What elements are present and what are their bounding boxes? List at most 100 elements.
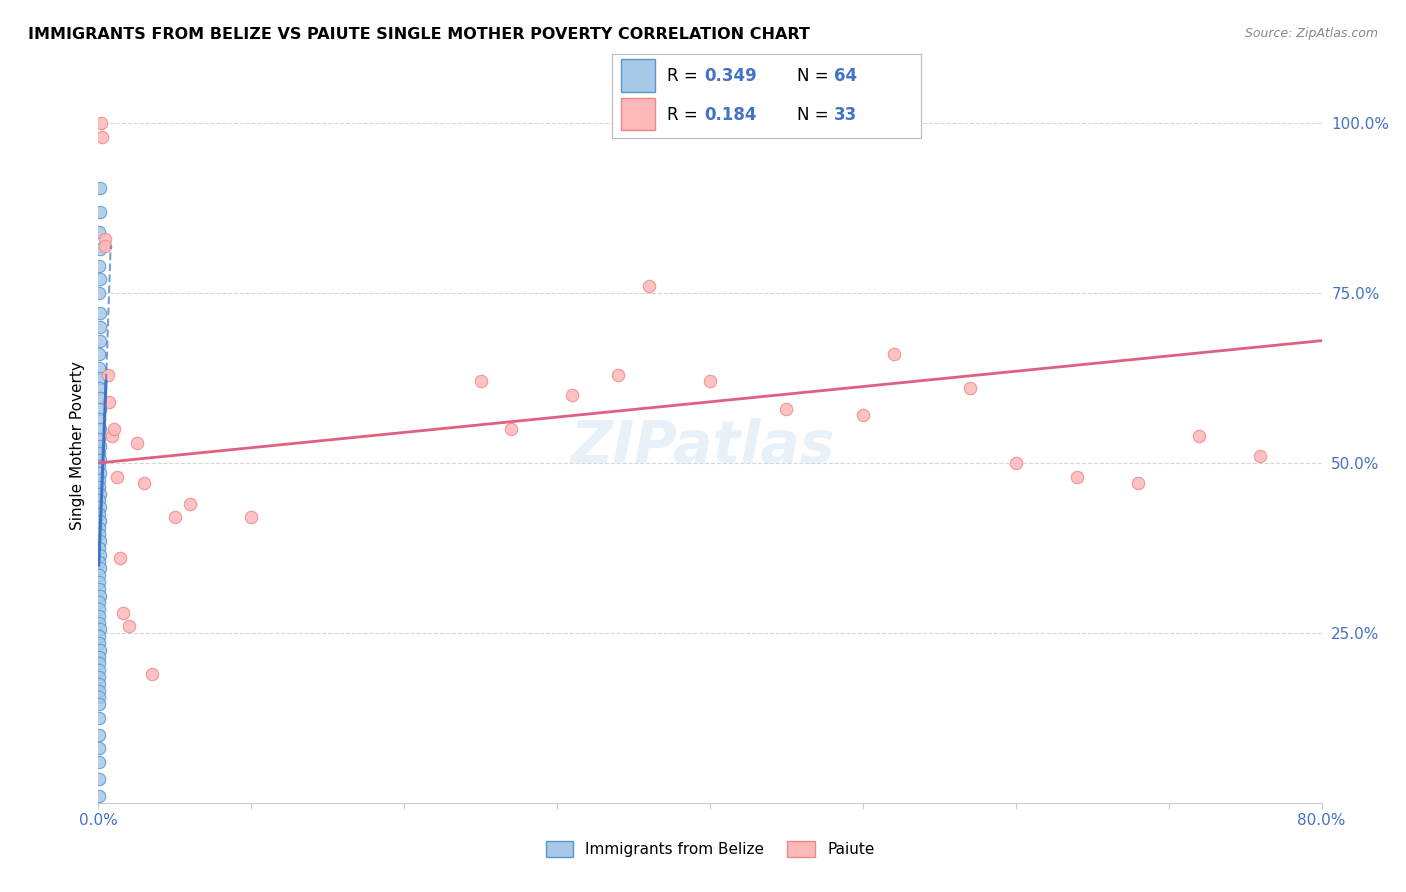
Point xyxy=(89,602,111,616)
Point xyxy=(883,347,905,361)
Point xyxy=(699,375,721,389)
Point xyxy=(89,548,111,562)
Point xyxy=(94,238,117,252)
Point xyxy=(87,347,110,361)
Point xyxy=(501,422,523,436)
Point xyxy=(89,439,111,453)
Point xyxy=(89,480,111,494)
Point xyxy=(89,568,111,582)
Point xyxy=(1188,429,1211,443)
Point xyxy=(105,469,128,483)
Point xyxy=(89,180,111,194)
Text: 64: 64 xyxy=(834,67,858,85)
Point xyxy=(87,789,110,803)
Y-axis label: Single Mother Poverty: Single Mother Poverty xyxy=(69,361,84,531)
Point xyxy=(125,435,148,450)
Point xyxy=(101,429,124,443)
Point xyxy=(775,401,797,416)
Point xyxy=(89,711,111,725)
Point xyxy=(89,555,111,569)
Point xyxy=(89,422,111,436)
Point xyxy=(141,666,163,681)
Point xyxy=(240,510,263,524)
Point xyxy=(89,452,111,467)
Point xyxy=(87,755,110,769)
Point xyxy=(89,225,111,239)
Point xyxy=(89,466,111,480)
Text: N =: N = xyxy=(797,105,834,123)
Point xyxy=(89,574,111,589)
Text: N =: N = xyxy=(797,67,834,85)
Text: ZIPatlas: ZIPatlas xyxy=(571,417,835,475)
Point xyxy=(89,595,111,609)
Point xyxy=(89,608,111,623)
Point xyxy=(89,623,111,637)
Point xyxy=(87,541,110,555)
Point xyxy=(87,649,110,664)
Text: 33: 33 xyxy=(834,105,858,123)
Point xyxy=(89,690,111,705)
Point xyxy=(89,683,111,698)
Point xyxy=(89,334,111,348)
Point xyxy=(91,129,114,144)
Point xyxy=(89,500,111,515)
Point xyxy=(87,582,110,596)
FancyBboxPatch shape xyxy=(621,97,655,130)
Point xyxy=(89,401,111,416)
Point xyxy=(97,368,120,382)
Point xyxy=(89,272,111,286)
Text: Source: ZipAtlas.com: Source: ZipAtlas.com xyxy=(1244,27,1378,40)
Point xyxy=(1066,469,1088,483)
Point xyxy=(89,259,111,273)
Text: R =: R = xyxy=(668,105,703,123)
Text: IMMIGRANTS FROM BELIZE VS PAIUTE SINGLE MOTHER POVERTY CORRELATION CHART: IMMIGRANTS FROM BELIZE VS PAIUTE SINGLE … xyxy=(28,27,810,42)
Point xyxy=(852,409,875,423)
Point xyxy=(89,432,111,446)
Point xyxy=(959,381,981,395)
Point xyxy=(470,375,492,389)
Point xyxy=(163,510,186,524)
Point xyxy=(1128,476,1150,491)
Point xyxy=(103,422,125,436)
Point xyxy=(637,279,661,293)
Point xyxy=(90,116,112,130)
Point xyxy=(111,606,134,620)
Point xyxy=(89,670,111,684)
Point xyxy=(87,728,110,742)
Point xyxy=(1004,456,1026,470)
FancyBboxPatch shape xyxy=(621,60,655,92)
Point xyxy=(89,204,111,219)
Point xyxy=(89,242,111,256)
Point xyxy=(118,619,141,633)
Point xyxy=(89,286,111,301)
Point xyxy=(87,698,110,712)
Point xyxy=(87,677,110,691)
Point xyxy=(89,473,111,487)
Point xyxy=(87,615,110,630)
Point xyxy=(89,643,111,657)
Point xyxy=(87,446,110,460)
Point xyxy=(89,381,111,395)
Point xyxy=(89,663,111,677)
Point xyxy=(89,657,111,671)
Point xyxy=(89,589,111,603)
Legend: Immigrants from Belize, Paiute: Immigrants from Belize, Paiute xyxy=(540,835,880,863)
Point xyxy=(134,476,156,491)
Point xyxy=(89,360,111,375)
Point xyxy=(89,629,111,643)
Point xyxy=(87,493,110,508)
Point xyxy=(108,551,131,566)
Point xyxy=(89,412,111,426)
Point xyxy=(87,741,110,756)
Point xyxy=(89,520,111,534)
Point xyxy=(179,497,201,511)
Point xyxy=(89,486,111,500)
Point xyxy=(1249,449,1271,463)
Point xyxy=(89,527,111,541)
Point xyxy=(89,636,111,650)
Point xyxy=(89,392,111,406)
Text: 0.349: 0.349 xyxy=(704,67,758,85)
Point xyxy=(93,232,115,246)
Point xyxy=(89,459,111,474)
Point xyxy=(607,368,630,382)
